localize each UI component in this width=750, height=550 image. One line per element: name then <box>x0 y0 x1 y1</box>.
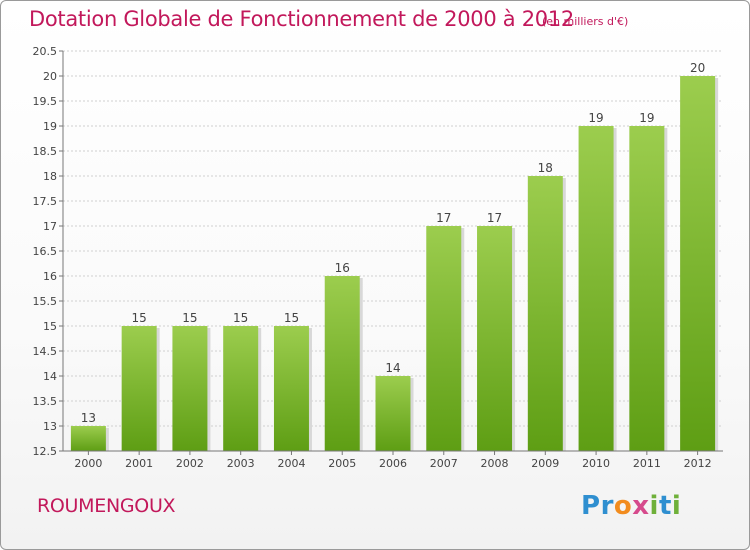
x-tick-label: 2004 <box>277 457 305 470</box>
y-tick-label: 12.5 <box>33 445 58 458</box>
bar <box>375 376 411 451</box>
bar-value-label: 15 <box>284 311 299 325</box>
bar-value-label: 14 <box>385 361 400 375</box>
commune-name: ROUMENGOUX <box>37 495 176 517</box>
unit-note: (en milliers d'€) <box>542 15 629 28</box>
bar-value-label: 19 <box>588 111 603 125</box>
bar <box>70 426 106 451</box>
x-tick-label: 2009 <box>531 457 559 470</box>
y-tick-label: 18.5 <box>33 145 58 158</box>
bar-value-label: 15 <box>132 311 147 325</box>
bar-value-label: 18 <box>538 161 553 175</box>
x-tick-label: 2000 <box>74 457 102 470</box>
y-tick-label: 20.5 <box>33 45 58 58</box>
y-tick-label: 17 <box>43 220 57 233</box>
y-tick-label: 19.5 <box>33 95 58 108</box>
proxiti-logo[interactable]: Proxiti <box>581 491 682 521</box>
bar-value-label: 16 <box>335 261 350 275</box>
bar-value-label: 19 <box>639 111 654 125</box>
x-tick-label: 2011 <box>633 457 661 470</box>
bar-value-label: 17 <box>436 211 451 225</box>
x-tick-label: 2007 <box>430 457 458 470</box>
y-tick-label: 16.5 <box>33 245 58 258</box>
y-tick-label: 17.5 <box>33 195 58 208</box>
bar <box>273 326 309 451</box>
bar <box>578 126 614 451</box>
bar <box>629 126 665 451</box>
bar <box>477 226 513 451</box>
x-tick-label: 2005 <box>328 457 356 470</box>
bar-value-label: 17 <box>487 211 502 225</box>
y-tick-label: 18 <box>43 170 57 183</box>
bar-value-label: 13 <box>81 411 96 425</box>
bar <box>527 176 563 451</box>
x-tick-label: 2006 <box>379 457 407 470</box>
x-tick-label: 2012 <box>684 457 712 470</box>
y-tick-label: 15 <box>43 320 57 333</box>
bar-value-label: 20 <box>690 61 705 75</box>
bars <box>70 76 719 451</box>
y-tick-label: 13.5 <box>33 395 58 408</box>
y-tick-label: 15.5 <box>33 295 58 308</box>
x-tick-label: 2008 <box>481 457 509 470</box>
y-tick-label: 13 <box>43 420 57 433</box>
bar <box>223 326 259 451</box>
x-tick-label: 2002 <box>176 457 204 470</box>
x-tick-label: 2003 <box>227 457 255 470</box>
x-tick-label: 2010 <box>582 457 610 470</box>
bar <box>172 326 208 451</box>
y-tick-label: 20 <box>43 70 57 83</box>
bar-value-label: 15 <box>182 311 197 325</box>
bar <box>426 226 462 451</box>
bar <box>324 276 360 451</box>
y-tick-label: 14.5 <box>33 345 58 358</box>
labels: 12.5 13 13.5 14 14.5 15 15.5 16 16.5 17 17.5 18 18.5… <box>33 45 712 470</box>
x-tick-label: 2001 <box>125 457 153 470</box>
bar-value-label: 15 <box>233 311 248 325</box>
y-tick-label: 19 <box>43 120 57 133</box>
y-tick-label: 14 <box>43 370 57 383</box>
y-tick-label: 16 <box>43 270 57 283</box>
chart-title: Dotation Globale de Fonctionnement de 20… <box>29 7 574 31</box>
bar <box>680 76 716 451</box>
axes <box>59 50 723 455</box>
bar <box>121 326 157 451</box>
